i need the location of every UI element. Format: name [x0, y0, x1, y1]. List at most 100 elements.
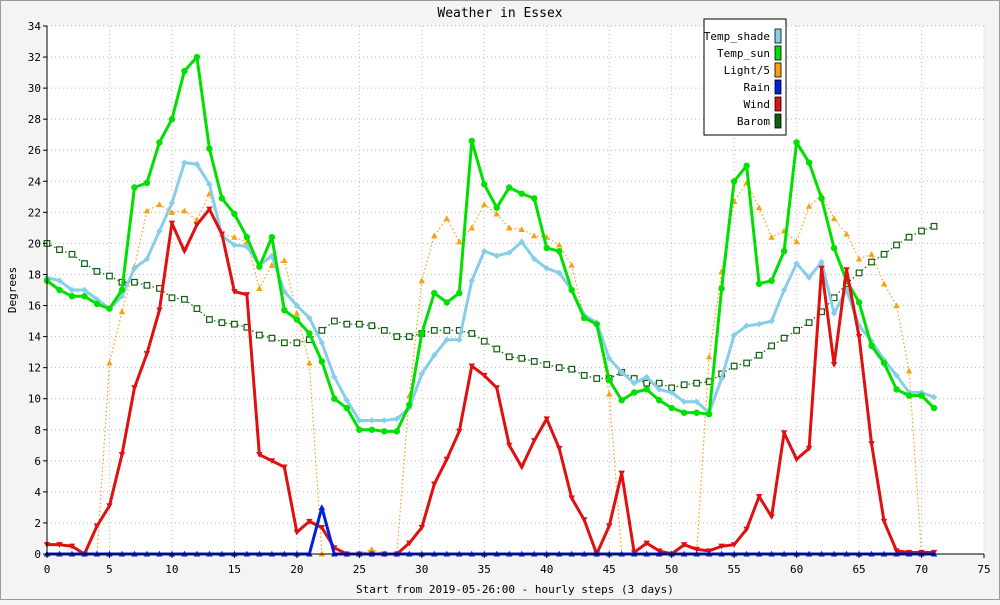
temp-sun-point [243, 234, 251, 241]
wind-point [818, 265, 825, 272]
temp-shade-point [456, 336, 463, 343]
barom-point [143, 281, 151, 289]
wind-point [56, 542, 63, 548]
temp-sun-point [693, 409, 700, 416]
light-5-point [181, 207, 188, 214]
wind-point [805, 445, 813, 452]
light-5-point [830, 215, 838, 222]
legend-label-light-5: Light/5 [724, 64, 770, 77]
wind-point [206, 206, 213, 213]
wind-point [718, 543, 725, 550]
series-barom [43, 222, 938, 392]
grid-lines [47, 25, 985, 554]
x-tick-label: 0 [44, 563, 51, 576]
temp-shade-point [680, 398, 688, 406]
barom-point [593, 375, 601, 382]
temp-sun-point [556, 247, 563, 255]
temp-sun-point [830, 244, 838, 252]
temp-sun-point [143, 179, 151, 187]
temp-shade-point [356, 417, 363, 424]
temp-shade-point [393, 415, 401, 423]
temp-sun-point [256, 263, 263, 270]
temp-shade-point [630, 379, 638, 387]
temp-shade-point [68, 286, 76, 294]
y-tick-label: 2 [34, 517, 41, 530]
light-5-point [755, 204, 763, 211]
temp-shade-point [368, 417, 376, 424]
light-5-point [443, 215, 450, 222]
barom-point [518, 354, 526, 362]
light-5-point [468, 224, 475, 231]
temp-sun-point [306, 330, 313, 337]
wind-point [218, 231, 226, 238]
temp-shade-point [693, 398, 700, 406]
wind-point [868, 441, 875, 447]
wind-point [256, 452, 263, 458]
wind-point [493, 385, 500, 392]
temp-shade-point [206, 181, 213, 188]
temp-shade-point [618, 369, 625, 376]
wind-point [543, 416, 550, 423]
light-5-point [506, 224, 513, 231]
barom-point [81, 260, 88, 267]
x-tick-label: 20 [290, 563, 303, 576]
barom-point [680, 381, 688, 389]
temp-shade-point [805, 274, 813, 281]
temp-sun-point [930, 404, 938, 412]
y-tick-label: 6 [34, 455, 41, 468]
wind-point [93, 523, 101, 530]
light-5-point [868, 251, 875, 257]
temp-shade-point [343, 397, 351, 404]
barom-point [855, 269, 863, 277]
rain-point [318, 504, 326, 510]
wind-point [268, 458, 276, 465]
wind-point [231, 288, 238, 295]
wind-point [406, 540, 413, 547]
barom-point [643, 379, 651, 387]
wind-point [106, 503, 113, 510]
barom-point [193, 305, 201, 313]
temp-shade-point [556, 269, 563, 277]
barom-point [918, 227, 925, 235]
legend-label-rain: Rain [744, 81, 771, 94]
temp-sun-point [268, 234, 276, 241]
temp-sun-point [193, 53, 201, 61]
temp-shade-point [293, 302, 301, 309]
temp-sun-point [156, 139, 163, 146]
temp-shade-point [518, 238, 525, 246]
temp-shade-point [481, 247, 488, 255]
wind-point [618, 470, 625, 477]
wind-point [318, 525, 326, 531]
y-tick-label: 24 [28, 175, 42, 188]
temp-sun-point [905, 392, 913, 399]
temp-shade-point [718, 375, 725, 382]
light-5-point [905, 367, 913, 374]
temp-shade-point [506, 249, 513, 256]
barom-point [555, 364, 563, 372]
barom-point [206, 316, 213, 323]
light-5-point [156, 201, 163, 208]
temp-sun-point [93, 300, 101, 308]
y-tick-label: 8 [34, 424, 41, 437]
light-5-line [47, 181, 935, 555]
x-tick-label: 15 [228, 563, 241, 576]
temp-sun-point [855, 299, 863, 306]
barom-point [343, 320, 351, 328]
barom-point [93, 267, 101, 275]
barom-point [793, 326, 800, 334]
temp-shade-point [830, 310, 838, 317]
wind-point [568, 495, 575, 502]
y-tick-label: 34 [28, 20, 42, 33]
temp-sun-point [468, 137, 475, 145]
barom-point [580, 372, 588, 379]
temp-sun-point [880, 359, 888, 367]
temp-sun-point [431, 289, 438, 297]
legend-swatch-wind [774, 96, 782, 112]
wind-line [47, 207, 935, 556]
temp-sun-point [643, 386, 650, 393]
y-tick-label: 18 [28, 268, 41, 281]
temp-sun-point [768, 277, 775, 284]
legend-swatch-barom [774, 113, 782, 129]
